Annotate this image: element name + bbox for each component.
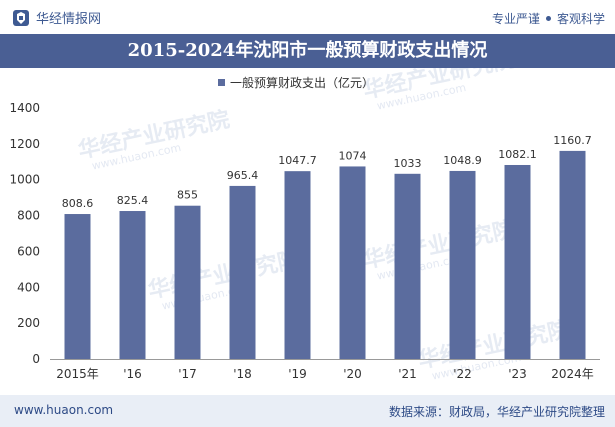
bar (449, 170, 476, 359)
chart-title: 2015-2024年沈阳市一般预算财政支出情况 (127, 40, 488, 61)
footer-source: 数据来源：财政局，华经产业研究院整理 (388, 405, 605, 419)
x-tick-label: '18 (233, 367, 252, 381)
legend: 一般预算财政支出（亿元） (218, 75, 374, 90)
brand[interactable]: 华经情报网 (12, 8, 101, 27)
bar (64, 214, 91, 359)
bar (504, 164, 531, 359)
footer-url[interactable]: www.huaon.com (14, 403, 114, 417)
watermarks: 华经产业研究院www.huaon.com华经产业研究院www.huaon.com… (76, 68, 572, 383)
bar (284, 171, 311, 359)
legend-label: 一般预算财政支出（亿元） (230, 75, 374, 90)
slogan-right: 客观科学 (556, 12, 605, 26)
title-band: 2015-2024年沈阳市一般预算财政支出情况 (0, 34, 615, 68)
x-tick-label: '17 (178, 367, 197, 381)
x-tick-label: '22 (453, 367, 472, 381)
x-tick-label: 2015年 (56, 367, 99, 381)
bar (559, 150, 586, 359)
x-tick-label: 2024年 (551, 367, 594, 381)
x-axis: 2015年 '16 '17 '18 '19 '20 '21 '22 '23 2024年 (50, 359, 600, 381)
data-label: 855 (177, 189, 198, 202)
x-tick-label: '21 (398, 367, 417, 381)
x-tick-label: '23 (508, 367, 527, 381)
brand-name: 华经情报网 (36, 12, 102, 27)
legend-swatch (218, 79, 225, 86)
x-tick-label: '16 (123, 367, 142, 381)
bar (174, 205, 201, 359)
y-tick-label: 600 (17, 244, 40, 258)
data-label: 1033 (394, 157, 422, 170)
huajing-logo-icon (13, 9, 29, 26)
bar-chart: 华经产业研究院www.huaon.com华经产业研究院www.huaon.com… (9, 68, 600, 383)
data-label: 965.4 (227, 169, 259, 182)
data-label: 1074 (339, 149, 367, 162)
y-tick-label: 0 (32, 352, 40, 366)
slogan-dot-icon (545, 16, 551, 21)
data-label: 825.4 (117, 194, 149, 207)
slogan-left: 专业严谨 (491, 12, 540, 26)
top-bar: 华经情报网 专业严谨 客观科学 (0, 0, 615, 34)
bar (119, 211, 146, 359)
data-label: 1048.9 (443, 154, 482, 167)
slogan: 专业严谨 客观科学 (492, 10, 605, 27)
bars: 808.6 825.4 855 965.4 1047.7 1074 1033 1048.9 10… (62, 134, 592, 359)
y-tick-label: 1400 (9, 101, 40, 115)
y-tick-label: 1000 (9, 173, 40, 187)
bar (229, 185, 256, 359)
x-tick-label: '19 (288, 367, 307, 381)
data-label: 1082.1 (498, 148, 537, 161)
x-tick-label: '20 (343, 367, 362, 381)
y-tick-label: 400 (17, 280, 40, 294)
data-label: 1047.7 (278, 154, 317, 167)
y-axis: 0 200 400 600 800 1000 1200 1400 (9, 101, 40, 366)
y-tick-label: 200 (17, 316, 40, 330)
y-tick-label: 1200 (9, 137, 40, 151)
bar (394, 173, 421, 359)
data-label: 1160.7 (553, 134, 592, 147)
data-label: 808.6 (62, 197, 94, 210)
y-tick-label: 800 (17, 209, 40, 223)
bar (339, 166, 366, 359)
footer: www.huaon.com 数据来源：财政局，华经产业研究院整理 (0, 395, 615, 427)
